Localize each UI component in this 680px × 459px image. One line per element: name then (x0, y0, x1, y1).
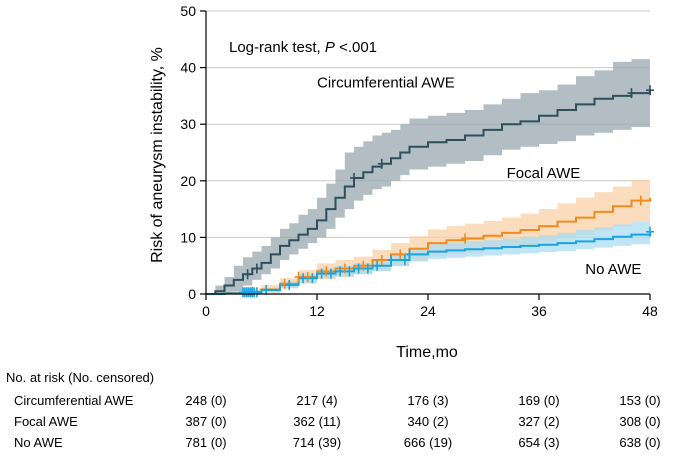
x-tick-label-24: 24 (420, 303, 436, 319)
risk-row-label: Focal AWE (14, 414, 78, 429)
censor-mark-circumferential-awe (377, 158, 386, 169)
curve-circumferential-awe (206, 90, 651, 295)
censor-mark-focal-awe (461, 233, 469, 244)
censor-mark-circumferential-awe (350, 172, 358, 183)
x-axis-label: Time,mo (396, 344, 458, 361)
censor-mark-focal-awe (294, 272, 303, 283)
x-tick-label-36: 36 (531, 303, 547, 319)
censor-mark-circumferential-awe (252, 263, 261, 274)
censor-mark-focal-awe (377, 255, 386, 266)
censor-mark-focal-awe (340, 263, 349, 274)
x-tick-label-48: 48 (642, 303, 658, 319)
risk-cell-month-0: 387 (0) (185, 414, 227, 429)
risk-cell-month-12: 217 (4) (296, 393, 338, 408)
censor-mark-focal-awe (636, 195, 645, 206)
risk-row-label: Circumferential AWE (14, 393, 134, 408)
risk-row-label: No AWE (14, 435, 63, 450)
censor-mark-circumferential-awe (627, 88, 636, 99)
annotation-p: P (325, 39, 335, 56)
risk-cell-month-48: 153 (0) (619, 393, 661, 408)
y-tick-label-0: 0 (188, 286, 196, 302)
censor-mark-no-awe (354, 263, 363, 274)
risk-cell-month-24: 176 (3) (407, 393, 449, 408)
censor-mark-no-awe (345, 266, 354, 277)
censor-mark-no-awe (405, 249, 414, 260)
annotation-logrank: Log-rank test, P <.001 (229, 39, 377, 56)
risk-table-title: No. at risk (No. censored) (6, 370, 155, 385)
risk-cell-month-36: 169 (0) (518, 393, 560, 408)
risk-cell-month-48: 308 (0) (619, 414, 661, 429)
censor-mark-no-awe (336, 266, 345, 277)
censor-mark-no-awe (363, 263, 372, 274)
x-tick-label-0: 0 (202, 303, 210, 319)
survival-lines (206, 90, 651, 295)
risk-cell-month-36: 654 (3) (518, 435, 560, 450)
series-label-focal-awe: Focal AWE (507, 165, 581, 182)
censor-mark-no-awe (317, 268, 326, 279)
censor-mark-no-awe (285, 279, 294, 290)
risk-cell-month-24: 340 (2) (407, 414, 449, 429)
y-tick-label-40: 40 (180, 60, 196, 76)
y-tick-label-20: 20 (180, 173, 196, 189)
series-label-no-awe: No AWE (585, 261, 641, 278)
risk-cell-month-0: 248 (0) (185, 393, 227, 408)
censor-mark-focal-awe (280, 278, 289, 289)
x-tick-label-12: 12 (309, 303, 325, 319)
censor-marks (239, 85, 654, 298)
censor-mark-no-awe (262, 285, 271, 296)
risk-cell-month-24: 666 (19) (403, 435, 453, 450)
y-tick-label-50: 50 (180, 3, 196, 19)
series-labels: Circumferential AWE Focal AWE No AWE (317, 74, 641, 278)
y-axis-label: Risk of aneurysm instability, % (149, 47, 166, 263)
risk-table-title-row: No. at risk (No. censored) (0, 370, 680, 390)
risk-cell-month-0: 781 (0) (185, 435, 227, 450)
risk-cell-month-36: 327 (2) (518, 414, 560, 429)
curve-focal-awe (206, 197, 651, 295)
ci-band-focal-awe (206, 175, 650, 294)
censor-mark-no-awe (326, 268, 335, 279)
censor-mark-circumferential-awe (243, 269, 252, 280)
censor-mark-circumferential-awe (646, 85, 654, 96)
axes: 0 10 20 30 40 50 0 12 24 36 48 (180, 3, 658, 319)
censor-mark-no-awe (646, 226, 654, 237)
censor-mark-no-awe (373, 260, 382, 271)
risk-row-focal-awe: Focal AWE 387 (0) 362 (11) 340 (2) 327 (2) 30… (0, 414, 680, 434)
curve-no-awe (206, 231, 651, 295)
censor-mark-focal-awe (359, 260, 368, 271)
risk-cell-month-48: 638 (0) (619, 435, 661, 450)
censor-mark-no-awe (308, 273, 317, 284)
km-plot: 0 10 20 30 40 50 0 12 24 36 48 Circumferential AWE… (149, 3, 658, 361)
censor-mark-no-awe (387, 255, 395, 266)
censor-mark-focal-awe (303, 272, 312, 283)
risk-cell-month-12: 714 (39) (292, 435, 342, 450)
risk-cell-month-12: 362 (11) (293, 414, 341, 429)
risk-row-no-awe: No AWE 781 (0) 714 (39) 666 (19) 654 (3) 638 … (0, 435, 680, 455)
censor-mark-no-awe (299, 273, 308, 284)
annotation-prefix: Log-rank test, (229, 39, 325, 56)
series-label-circumferential-awe: Circumferential AWE (317, 74, 455, 91)
y-tick-label-10: 10 (180, 229, 196, 245)
censor-mark-no-awe (252, 287, 261, 298)
censor-mark-focal-awe (396, 249, 405, 260)
y-tick-label-30: 30 (180, 116, 196, 132)
confidence-bands (206, 56, 650, 294)
risk-table: No. at risk (No. censored) Circumferenti… (0, 367, 680, 459)
censor-mark-focal-awe (322, 266, 331, 277)
censor-mark-no-awe (400, 255, 409, 266)
annotation-suffix: <.001 (335, 39, 377, 56)
risk-row-circumferential-awe: Circumferential AWE 248 (0) 217 (4) 176 (3)… (0, 393, 680, 413)
